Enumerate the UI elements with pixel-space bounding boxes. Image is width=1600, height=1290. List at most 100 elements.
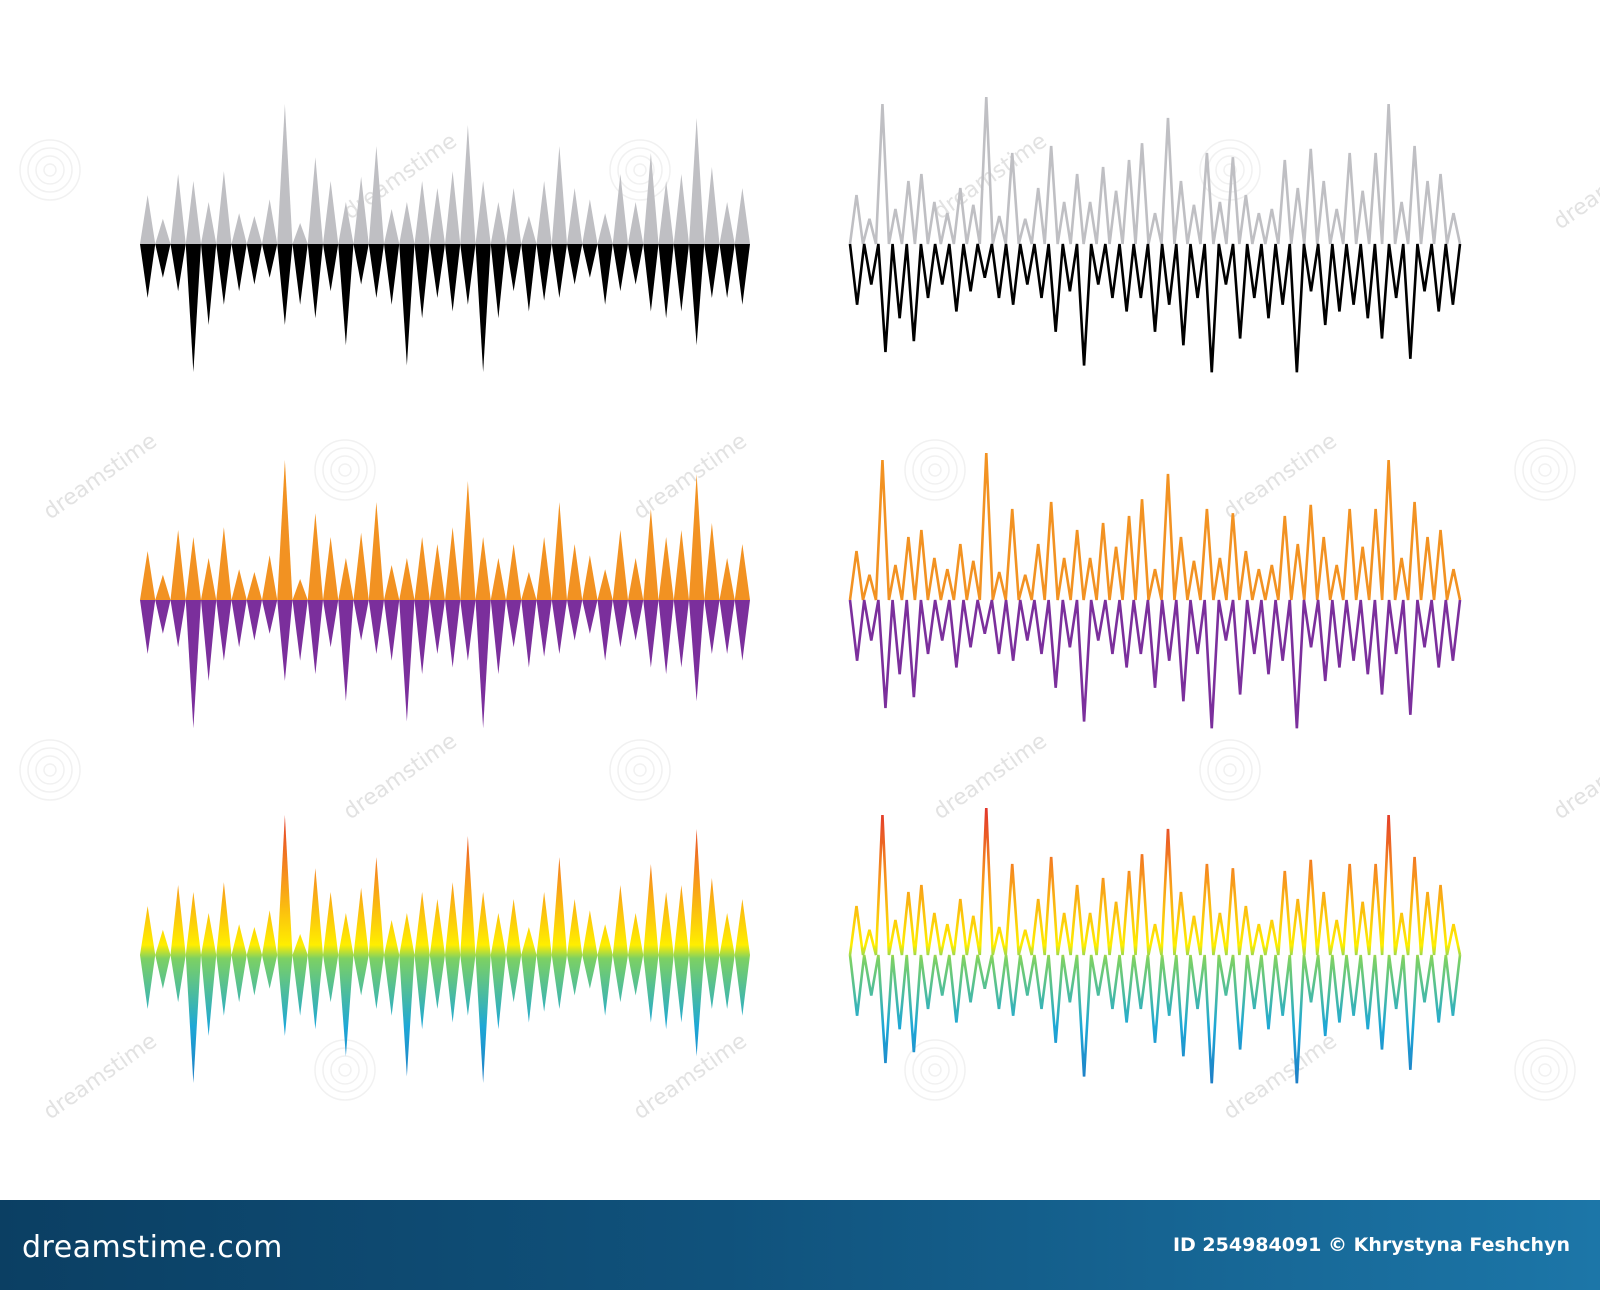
upper-spike xyxy=(460,125,476,244)
upper-spike xyxy=(521,572,537,600)
upper-spike xyxy=(506,544,522,600)
upper-spike xyxy=(582,199,598,244)
lower-spike xyxy=(551,244,567,298)
upper-zigzag-line xyxy=(848,807,1462,956)
watermark-text: dreamstime xyxy=(39,1029,162,1125)
lower-spike xyxy=(582,955,598,989)
upper-spike xyxy=(307,157,323,244)
lower-spike xyxy=(582,244,598,278)
lower-spike xyxy=(201,244,217,325)
upper-spike xyxy=(399,558,415,600)
upper-spike xyxy=(658,537,674,600)
watermark-spiral-icon xyxy=(609,139,671,201)
lower-spike xyxy=(506,244,522,292)
lower-spike xyxy=(536,244,552,301)
lower-spike xyxy=(475,244,491,373)
lower-spike xyxy=(368,955,384,1009)
brand-logo-text: dreamstime.com xyxy=(22,1230,283,1265)
lower-spike xyxy=(521,244,537,312)
lower-spike xyxy=(673,955,689,1023)
watermark-spiral-icon xyxy=(19,739,81,801)
lower-spike xyxy=(384,955,400,1016)
upper-spike xyxy=(429,899,445,955)
upper-spike xyxy=(612,530,628,600)
upper-spike xyxy=(429,188,445,244)
lower-spike xyxy=(643,600,659,668)
lower-spike xyxy=(292,244,308,305)
waveform-black-gray-filled xyxy=(140,104,750,373)
upper-spike xyxy=(323,181,339,244)
upper-spike xyxy=(201,558,217,600)
upper-spike xyxy=(704,167,720,244)
lower-spike xyxy=(490,955,506,1030)
lower-spike xyxy=(155,600,171,634)
lower-spike xyxy=(567,955,583,996)
upper-spike xyxy=(414,892,430,955)
upper-spike xyxy=(292,579,308,600)
upper-spike xyxy=(551,502,567,600)
upper-spike xyxy=(368,857,384,955)
lower-spike xyxy=(612,600,628,648)
lower-spike xyxy=(673,244,689,312)
lower-spike xyxy=(155,955,171,989)
upper-spike xyxy=(384,565,400,600)
upper-spike xyxy=(475,892,491,955)
lower-spike xyxy=(201,955,217,1036)
lower-spike xyxy=(262,955,278,989)
upper-spike xyxy=(445,882,461,955)
upper-spike xyxy=(628,913,644,955)
upper-spike xyxy=(262,555,278,600)
upper-spike xyxy=(628,202,644,244)
lower-spike xyxy=(521,600,537,668)
upper-spike xyxy=(551,146,567,244)
upper-spike xyxy=(231,213,247,244)
upper-spike xyxy=(292,934,308,955)
lower-spike xyxy=(140,244,156,298)
lower-spike xyxy=(292,955,308,1016)
upper-spike xyxy=(155,218,171,244)
upper-spike xyxy=(597,924,613,955)
lower-spike xyxy=(140,600,156,654)
lower-spike xyxy=(170,244,186,292)
lower-spike xyxy=(185,244,201,373)
upper-spike xyxy=(277,815,293,955)
lower-spike xyxy=(475,600,491,729)
lower-spike xyxy=(429,600,445,654)
upper-spike xyxy=(628,558,644,600)
lower-spike xyxy=(216,600,232,661)
lower-spike xyxy=(719,955,735,1009)
lower-spike xyxy=(628,244,644,285)
watermark-spiral-icon xyxy=(1514,1039,1576,1101)
upper-spike xyxy=(338,913,354,955)
upper-spike xyxy=(216,171,232,244)
lower-spike xyxy=(460,955,476,1016)
watermark-spiral-icon xyxy=(904,1039,966,1101)
lower-spike xyxy=(307,955,323,1030)
lower-spike xyxy=(140,955,156,1009)
lower-spike xyxy=(185,600,201,729)
lower-spike xyxy=(551,955,567,1009)
upper-spike xyxy=(612,174,628,244)
lower-spike xyxy=(277,955,293,1036)
upper-spike xyxy=(277,104,293,244)
lower-spike xyxy=(689,600,705,702)
lower-zigzag-line xyxy=(848,599,1462,729)
upper-spike xyxy=(445,527,461,600)
lower-spike xyxy=(597,244,613,305)
upper-zigzag-line xyxy=(848,96,1462,245)
watermark-text: dreamstime xyxy=(1219,1029,1342,1125)
upper-spike xyxy=(307,868,323,955)
upper-spike xyxy=(643,509,659,600)
lower-spike xyxy=(399,244,415,366)
lower-spike xyxy=(414,600,430,675)
upper-spike xyxy=(246,927,262,955)
waveform-black-gray-outline xyxy=(848,96,1462,373)
lower-spike xyxy=(460,244,476,305)
upper-spike xyxy=(368,502,384,600)
lower-spike xyxy=(216,955,232,1016)
upper-spike xyxy=(185,537,201,600)
upper-spike xyxy=(536,181,552,244)
upper-spike xyxy=(155,929,171,955)
watermark-spiral-icon xyxy=(19,139,81,201)
watermark-text: dreamstime xyxy=(39,429,162,525)
